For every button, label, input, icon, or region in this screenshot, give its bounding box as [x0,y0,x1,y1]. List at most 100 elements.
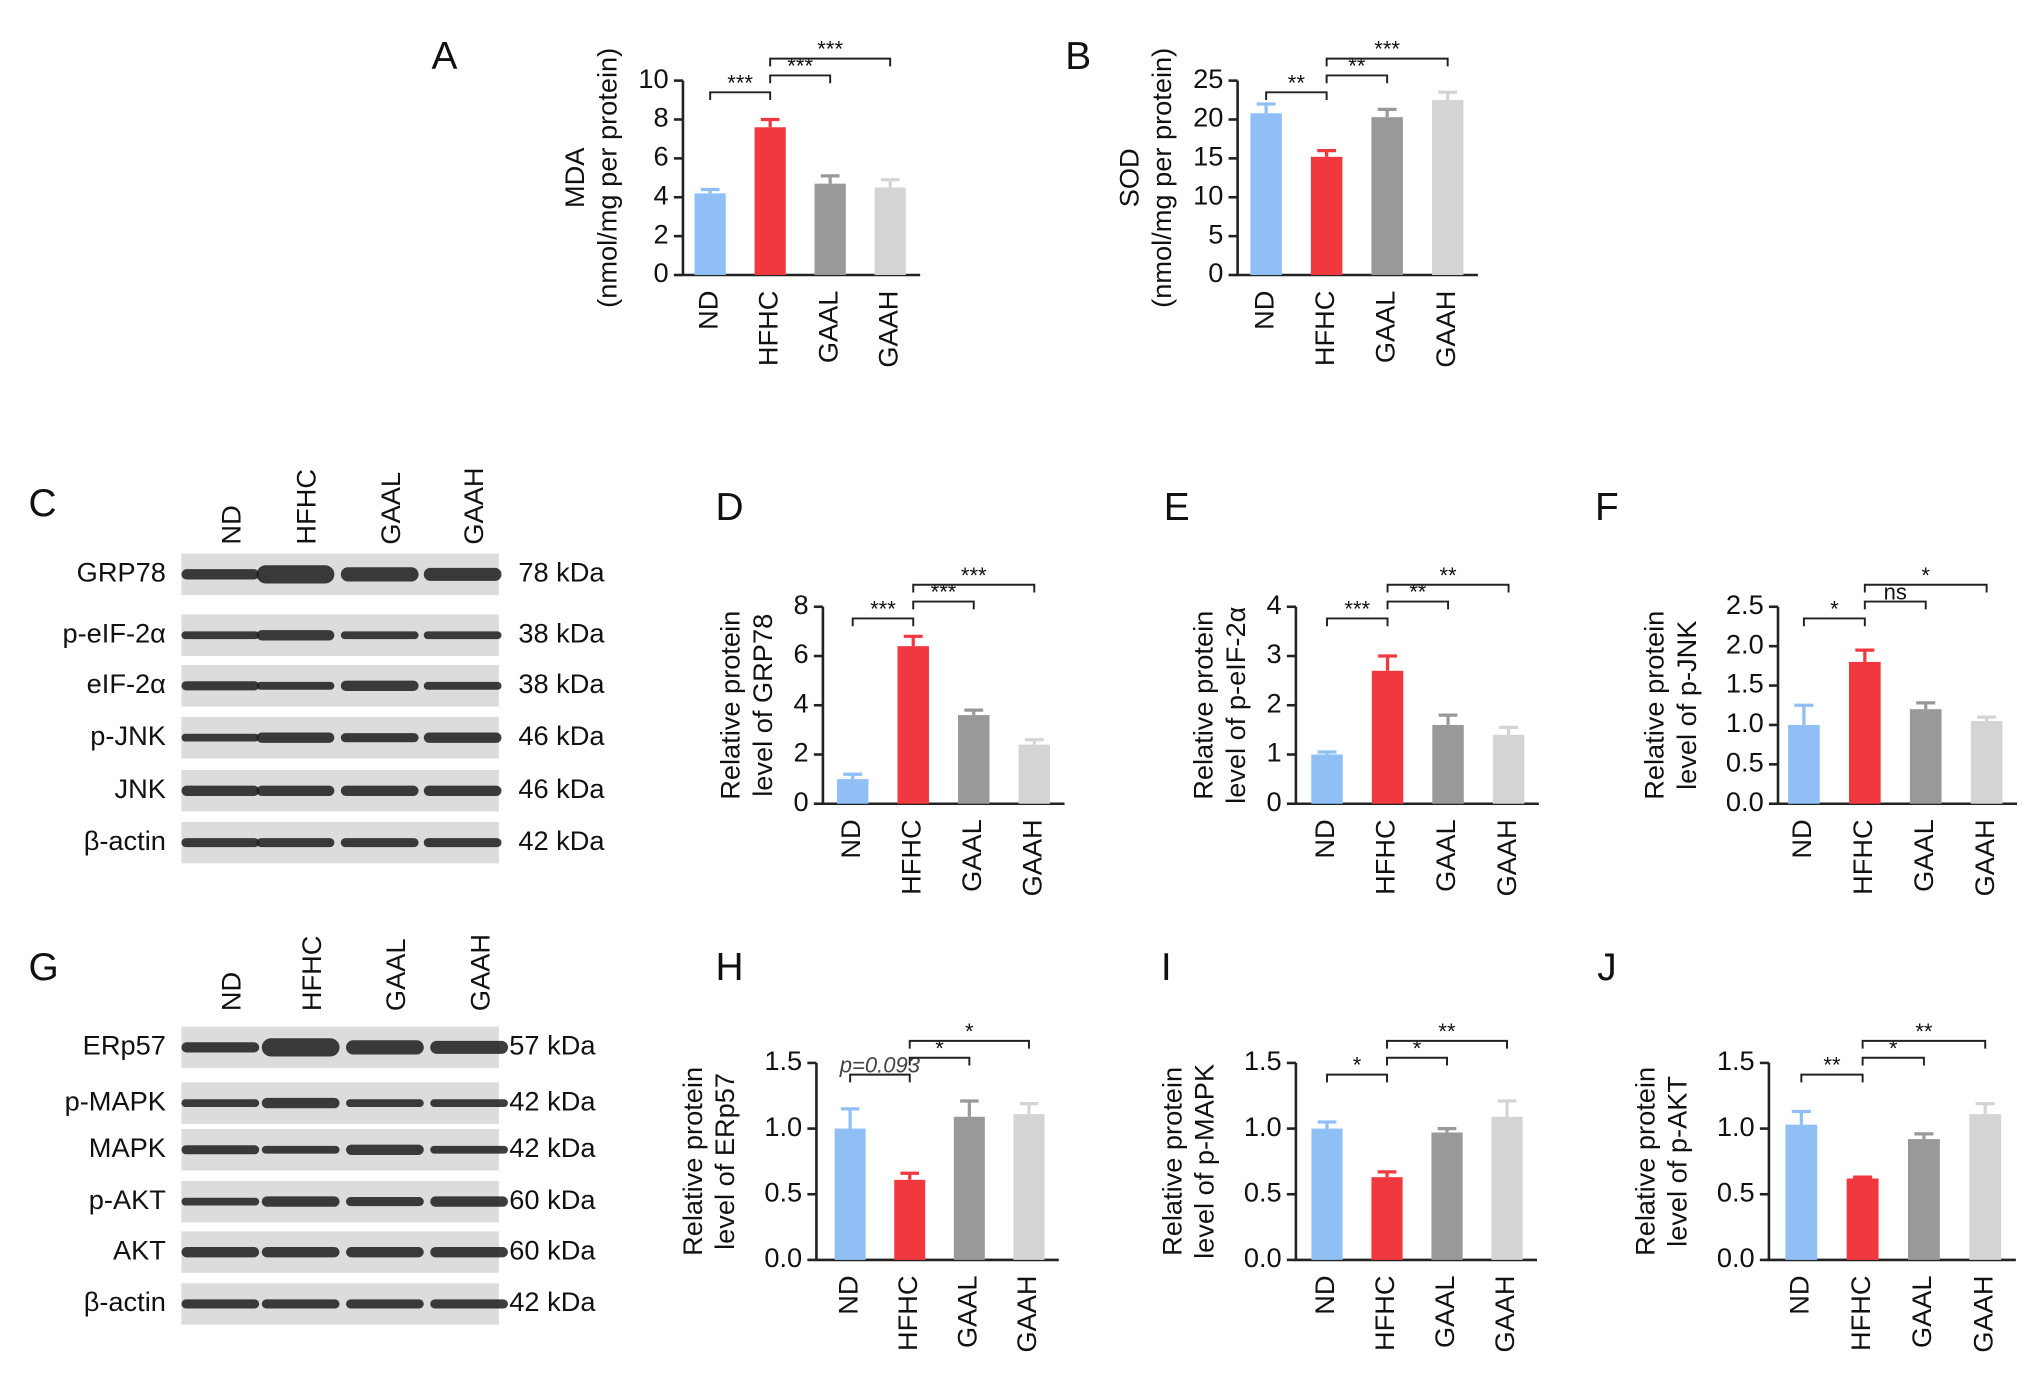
band [340,680,419,691]
significance-bracket [1325,74,1389,84]
bar [1846,1178,1879,1260]
significance-bracket [709,91,772,101]
band [430,1099,508,1107]
significance-label: *** [817,37,843,62]
band [181,785,260,796]
protein-label: p-JNK [90,720,166,751]
y-axis-label: Relative protein [1638,611,1669,800]
significance-bracket [912,600,975,610]
significance-bracket [1386,1039,1508,1049]
bar [1371,117,1403,276]
x-tick-label: GAAL [952,1275,983,1348]
y-axis-label: (nmol/mg per protein) [591,48,622,308]
y-tick-label: 1.0 [1717,1111,1755,1142]
band [181,1299,260,1309]
bar [814,183,846,276]
y-axis-label: level of p-AKT [1662,1076,1693,1247]
x-tick-label: HFHC [752,291,783,367]
band [423,732,502,743]
band [346,1246,424,1258]
band [256,565,335,584]
y-tick-label: 1.0 [1726,707,1764,738]
y-axis-label: SOD [1114,148,1145,207]
significance-label: p=0.093 [839,1053,921,1078]
y-tick-label: 4 [794,687,809,718]
y-tick-label: 10 [638,63,668,94]
band [261,1038,340,1057]
x-tick-label: ND [692,291,723,330]
y-tick-label: 2.5 [1726,589,1764,620]
lane-label: GAAH [458,467,489,544]
x-tick-label: ND [1248,291,1279,330]
significance-label: ** [1915,1019,1933,1044]
x-tick-label: GAAH [1491,819,1522,896]
bar [897,646,929,804]
x-tick-label: HFHC [1845,1275,1876,1351]
band [261,1299,340,1309]
size-label: 46 kDa [518,720,605,751]
y-tick-label: 6 [654,141,669,172]
significance-bracket [1861,1056,1925,1066]
significance-bracket [1386,600,1450,610]
x-tick-label: HFHC [1369,1275,1400,1351]
band [423,631,502,640]
y-tick-label: 0 [654,257,669,288]
lane-label: GAAH [464,934,495,1011]
protein-label: β-actin [84,1286,166,1317]
band [346,1299,424,1309]
y-tick-label: 0.0 [1244,1242,1282,1273]
axes [1294,1062,1538,1262]
y-axis-label: Relative protein [1187,611,1218,800]
x-tick-label: HFHC [1370,819,1401,895]
lane-label: GAAL [375,472,406,545]
bar [1491,1116,1523,1260]
y-tick-label: 0.0 [764,1242,802,1273]
significance-bracket [769,57,892,67]
protein-label: p-eIF-2α [62,617,165,648]
band [430,1196,508,1207]
panel-label: G [29,946,59,989]
band [423,681,502,690]
lane-label: HFHC [296,936,327,1012]
x-tick-label: ND [835,819,866,858]
size-label: 60 kDa [509,1234,596,1265]
size-label: 78 kDa [518,557,605,588]
band [430,1299,508,1309]
size-label: 57 kDa [509,1030,596,1061]
panel-label: F [1595,486,1619,529]
band [423,838,502,848]
bar [958,715,990,804]
lane-label: ND [215,505,246,544]
y-tick-label: 15 [1193,141,1223,172]
protein-label: AKT [113,1234,166,1265]
band [340,838,419,848]
y-tick-label: 2 [1267,687,1282,718]
band [256,681,335,690]
x-tick-label: GAAH [1430,291,1461,368]
bar [1250,113,1282,276]
bar [1371,670,1404,804]
y-axis-label: Relative protein [1629,1067,1660,1256]
band [430,1145,508,1154]
x-tick-label: GAAH [1011,1275,1042,1352]
bar [1431,1132,1463,1260]
band [181,838,260,848]
significance-label: *** [870,596,896,621]
significance-bracket [908,1039,1030,1049]
bar [1492,734,1525,804]
x-tick-label: GAAH [1016,819,1047,896]
panel-label: J [1597,946,1616,989]
y-tick-label: 10 [1193,179,1223,210]
x-tick-label: GAAH [1967,1275,1998,1352]
x-tick-label: GAAL [1369,291,1400,364]
y-tick-label: 1 [1267,737,1282,768]
x-tick-label: HFHC [892,1275,923,1351]
y-axis-label: level of GRP78 [747,614,778,797]
panel-label: D [716,486,744,529]
y-axis-label: level of ERp57 [709,1073,740,1250]
protein-label: GRP78 [77,557,166,588]
x-tick-label: HFHC [1309,291,1340,367]
panel-label: H [716,946,744,989]
bar [1848,661,1881,804]
